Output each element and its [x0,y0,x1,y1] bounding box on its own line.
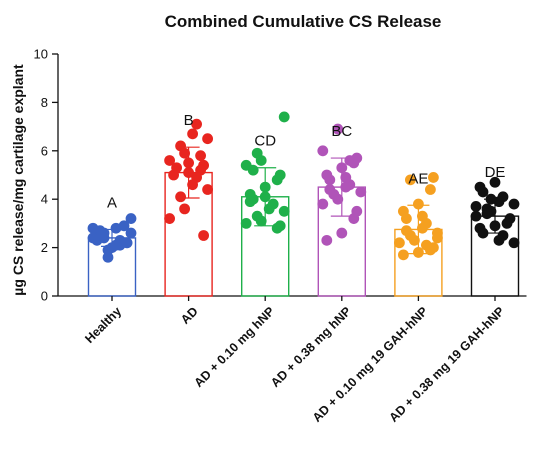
data-point [191,118,203,130]
group-label: DE [485,164,506,181]
y-axis-label: µg CS release/mg cartilage explant [10,64,26,296]
data-point [271,222,283,234]
data-point [110,239,122,251]
data-point [125,213,137,224]
data-point [332,123,344,135]
y-tick-label: 2 [41,240,48,255]
data-point [401,213,412,224]
y-tick-label: 4 [41,192,48,207]
data-point [317,198,329,210]
data-point [271,174,283,186]
data-point [421,239,432,251]
data-point [247,164,259,176]
data-point [278,205,290,217]
y-tick-label: 8 [41,95,48,110]
data-point [240,218,252,229]
data-point [409,234,420,246]
data-point [428,172,439,183]
data-point [355,186,367,198]
data-point [398,249,409,261]
data-point [508,237,520,249]
plot-area: 0 2 4 6 8 10 A Healthy B AD CD AD + 0.10 mg hNP BC AD… [34,47,527,425]
data-point [102,244,114,256]
data-point [278,111,290,123]
data-point [485,193,497,205]
group-label: BC [331,123,352,140]
data-point [255,215,267,227]
data-point [87,222,99,234]
data-point [501,218,513,229]
data-point [508,198,520,210]
data-point [324,184,336,195]
x-tick-label: Healthy [82,304,124,346]
data-point [98,232,110,244]
data-point [125,227,137,239]
y-tick-label: 10 [34,47,48,62]
data-point [175,191,187,203]
data-point [348,213,360,224]
data-point [401,225,412,237]
data-point [118,220,130,232]
data-point [394,237,405,249]
x-tick-label: AD + 0.10 mg hNP [192,304,278,390]
data-point [259,191,271,203]
data-point [340,181,352,193]
data-point [417,210,428,222]
data-point [340,172,352,183]
group-label: B [184,112,194,129]
data-point [470,210,482,222]
data-point [317,145,329,157]
x-tick-label: AD + 0.38 mg hNP [268,304,354,390]
data-point [477,227,489,239]
data-point [344,155,356,166]
data-point [244,196,256,208]
data-point [493,234,505,246]
data-point [432,232,443,244]
data-point [489,176,501,188]
data-point [259,181,271,193]
data-point [164,213,176,224]
data-point [324,174,336,186]
data-point [202,133,214,145]
data-point [332,193,344,205]
group-label: A [107,194,117,211]
data-point [202,184,214,195]
data-point [121,237,133,249]
data-point [187,179,199,191]
data-point [425,184,436,195]
data-point [336,162,348,174]
x-tick-label: AD [178,304,201,327]
data-point [164,155,176,166]
data-point [255,155,267,166]
data-point [489,220,501,232]
data-point [336,227,348,239]
data-point [179,203,191,215]
data-point [481,208,493,220]
y-tick-label: 0 [41,289,48,304]
chart-title: Combined Cumulative CS Release [165,12,442,31]
data-point [183,157,195,169]
data-point [417,222,428,234]
data-point [171,162,183,174]
data-point [198,230,210,241]
data-point [263,203,275,215]
data-point [413,198,424,210]
group-label: CD [254,133,276,150]
data-point [187,128,199,140]
data-point [195,150,207,162]
group-label: AE [408,170,428,187]
y-tick-label: 6 [41,143,48,158]
data-point [413,247,424,258]
data-point [477,186,489,198]
data-point [470,201,482,212]
data-point [405,174,416,186]
data-point [179,147,191,159]
data-point [183,167,195,178]
data-point [321,234,333,246]
